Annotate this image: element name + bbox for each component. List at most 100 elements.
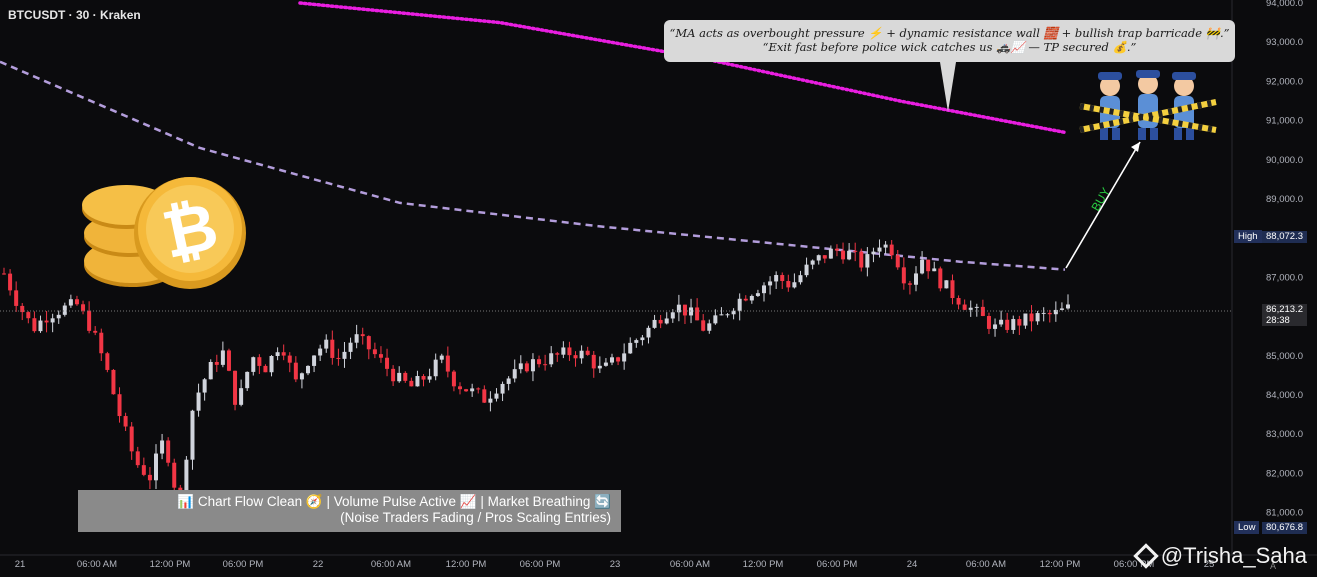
candle-body — [670, 312, 675, 319]
candle-body — [749, 295, 754, 301]
candle-body — [403, 372, 408, 381]
buy-arrow — [1065, 141, 1141, 269]
candle-body — [579, 350, 584, 359]
bitcoin-coin-icon: ₿ — [82, 177, 246, 289]
candle-body — [713, 315, 718, 324]
candle-body — [208, 361, 213, 380]
candle-body — [202, 379, 207, 393]
candle-body — [603, 362, 608, 366]
candle-body — [871, 251, 876, 255]
candle-body — [530, 359, 535, 372]
candle-body — [214, 361, 219, 365]
candle-body — [220, 350, 225, 365]
candle-body — [816, 255, 821, 261]
price-tick-label: 89,000.0 — [1266, 194, 1303, 205]
candle-body — [707, 323, 712, 331]
candle-body — [847, 250, 852, 260]
speech-bubble: “MA acts as overbought pressure ⚡ + dyna… — [664, 20, 1235, 62]
candle-body — [38, 320, 43, 332]
time-tick-label: 22 — [313, 559, 324, 570]
candle-body — [725, 314, 730, 316]
watermark: @Trisha_Saha — [1133, 543, 1307, 569]
candles — [2, 239, 1070, 502]
candle-body — [512, 369, 517, 379]
candle-body — [980, 306, 985, 317]
time-tick-label: 06:00 AM — [77, 559, 117, 570]
candle-body — [853, 250, 858, 252]
candle-body — [798, 275, 803, 283]
candle-body — [950, 280, 955, 299]
high-label: High — [1234, 230, 1262, 243]
candle-body — [780, 275, 785, 282]
time-axis-ticks: 21 06:00 AM 12:00 PM 06:00 PM 22 06:00 AM 12:0… — [15, 559, 1215, 570]
candle-body — [494, 393, 499, 399]
candle-body — [664, 318, 669, 324]
candle-body — [62, 305, 67, 315]
candle-body — [901, 267, 906, 284]
candle-body — [731, 310, 736, 315]
candle-body — [591, 354, 596, 369]
candle-body — [628, 342, 633, 354]
candle-body — [518, 363, 523, 370]
candle-body — [962, 304, 967, 310]
price-tick-label: 83,000.0 — [1266, 429, 1303, 440]
time-tick-label: 23 — [610, 559, 621, 570]
candle-body — [755, 293, 760, 296]
candle-body — [81, 304, 86, 311]
candle-body — [810, 260, 815, 265]
candle-body — [385, 357, 390, 369]
low-value: 80,676.8 — [1262, 522, 1307, 534]
candle-body — [299, 373, 304, 380]
current-price-tag: 86,213.2 28:38 — [1262, 304, 1307, 326]
watermark-text: @Trisha_Saha — [1160, 543, 1307, 568]
candle-body — [986, 316, 991, 329]
price-tick-label: 94,000.0 — [1266, 0, 1303, 9]
price-axis-ticks: 94,000.0 93,000.0 92,000.0 91,000.0 90,000.0… — [1266, 0, 1303, 519]
candle-body — [914, 273, 918, 285]
candle-body — [372, 349, 377, 355]
candle-body — [999, 319, 1004, 325]
candle-body — [1047, 312, 1052, 315]
candle-body — [774, 275, 779, 282]
candle-body — [926, 259, 931, 272]
candle-body — [56, 314, 61, 319]
info-line-2: (Noise Traders Fading / Pros Scaling Ent… — [340, 510, 611, 525]
candle-body — [293, 362, 298, 380]
candle-body — [451, 371, 456, 387]
candle-body — [421, 376, 426, 380]
candle-body — [1017, 319, 1022, 326]
candle-body — [524, 363, 529, 372]
binance-logo-icon — [1133, 543, 1159, 569]
candle-body — [993, 324, 998, 329]
candle-body — [32, 318, 37, 332]
candle-body — [366, 336, 371, 350]
candle-body — [275, 352, 280, 356]
candle-body — [597, 365, 602, 369]
candle-body — [506, 378, 511, 384]
candle-body — [1029, 313, 1034, 322]
time-tick-label: 25 — [1204, 559, 1215, 570]
candle-body — [324, 339, 329, 349]
candle-body — [257, 357, 262, 366]
candle-body — [184, 459, 189, 492]
current-price-value: 86,213.2 — [1266, 304, 1303, 315]
candle-body — [178, 487, 183, 492]
candle-body — [245, 371, 250, 389]
candle-body — [8, 273, 13, 291]
candle-body — [974, 306, 979, 308]
candle-body — [476, 388, 481, 390]
time-tick-label: 21 — [15, 559, 26, 570]
candle-body — [111, 369, 116, 395]
candle-body — [640, 337, 645, 341]
ma-fast-line — [0, 60, 1066, 271]
police-officers-icon — [1079, 70, 1217, 140]
time-tick-label: 06:00 PM — [817, 559, 858, 570]
candle-body — [154, 453, 158, 481]
auto-scale-button[interactable]: A — [1270, 561, 1277, 571]
candle-body — [932, 268, 937, 272]
candle-body — [944, 280, 949, 289]
candle-body — [68, 299, 73, 306]
candle-body — [1005, 319, 1010, 330]
candle-body — [470, 388, 475, 392]
